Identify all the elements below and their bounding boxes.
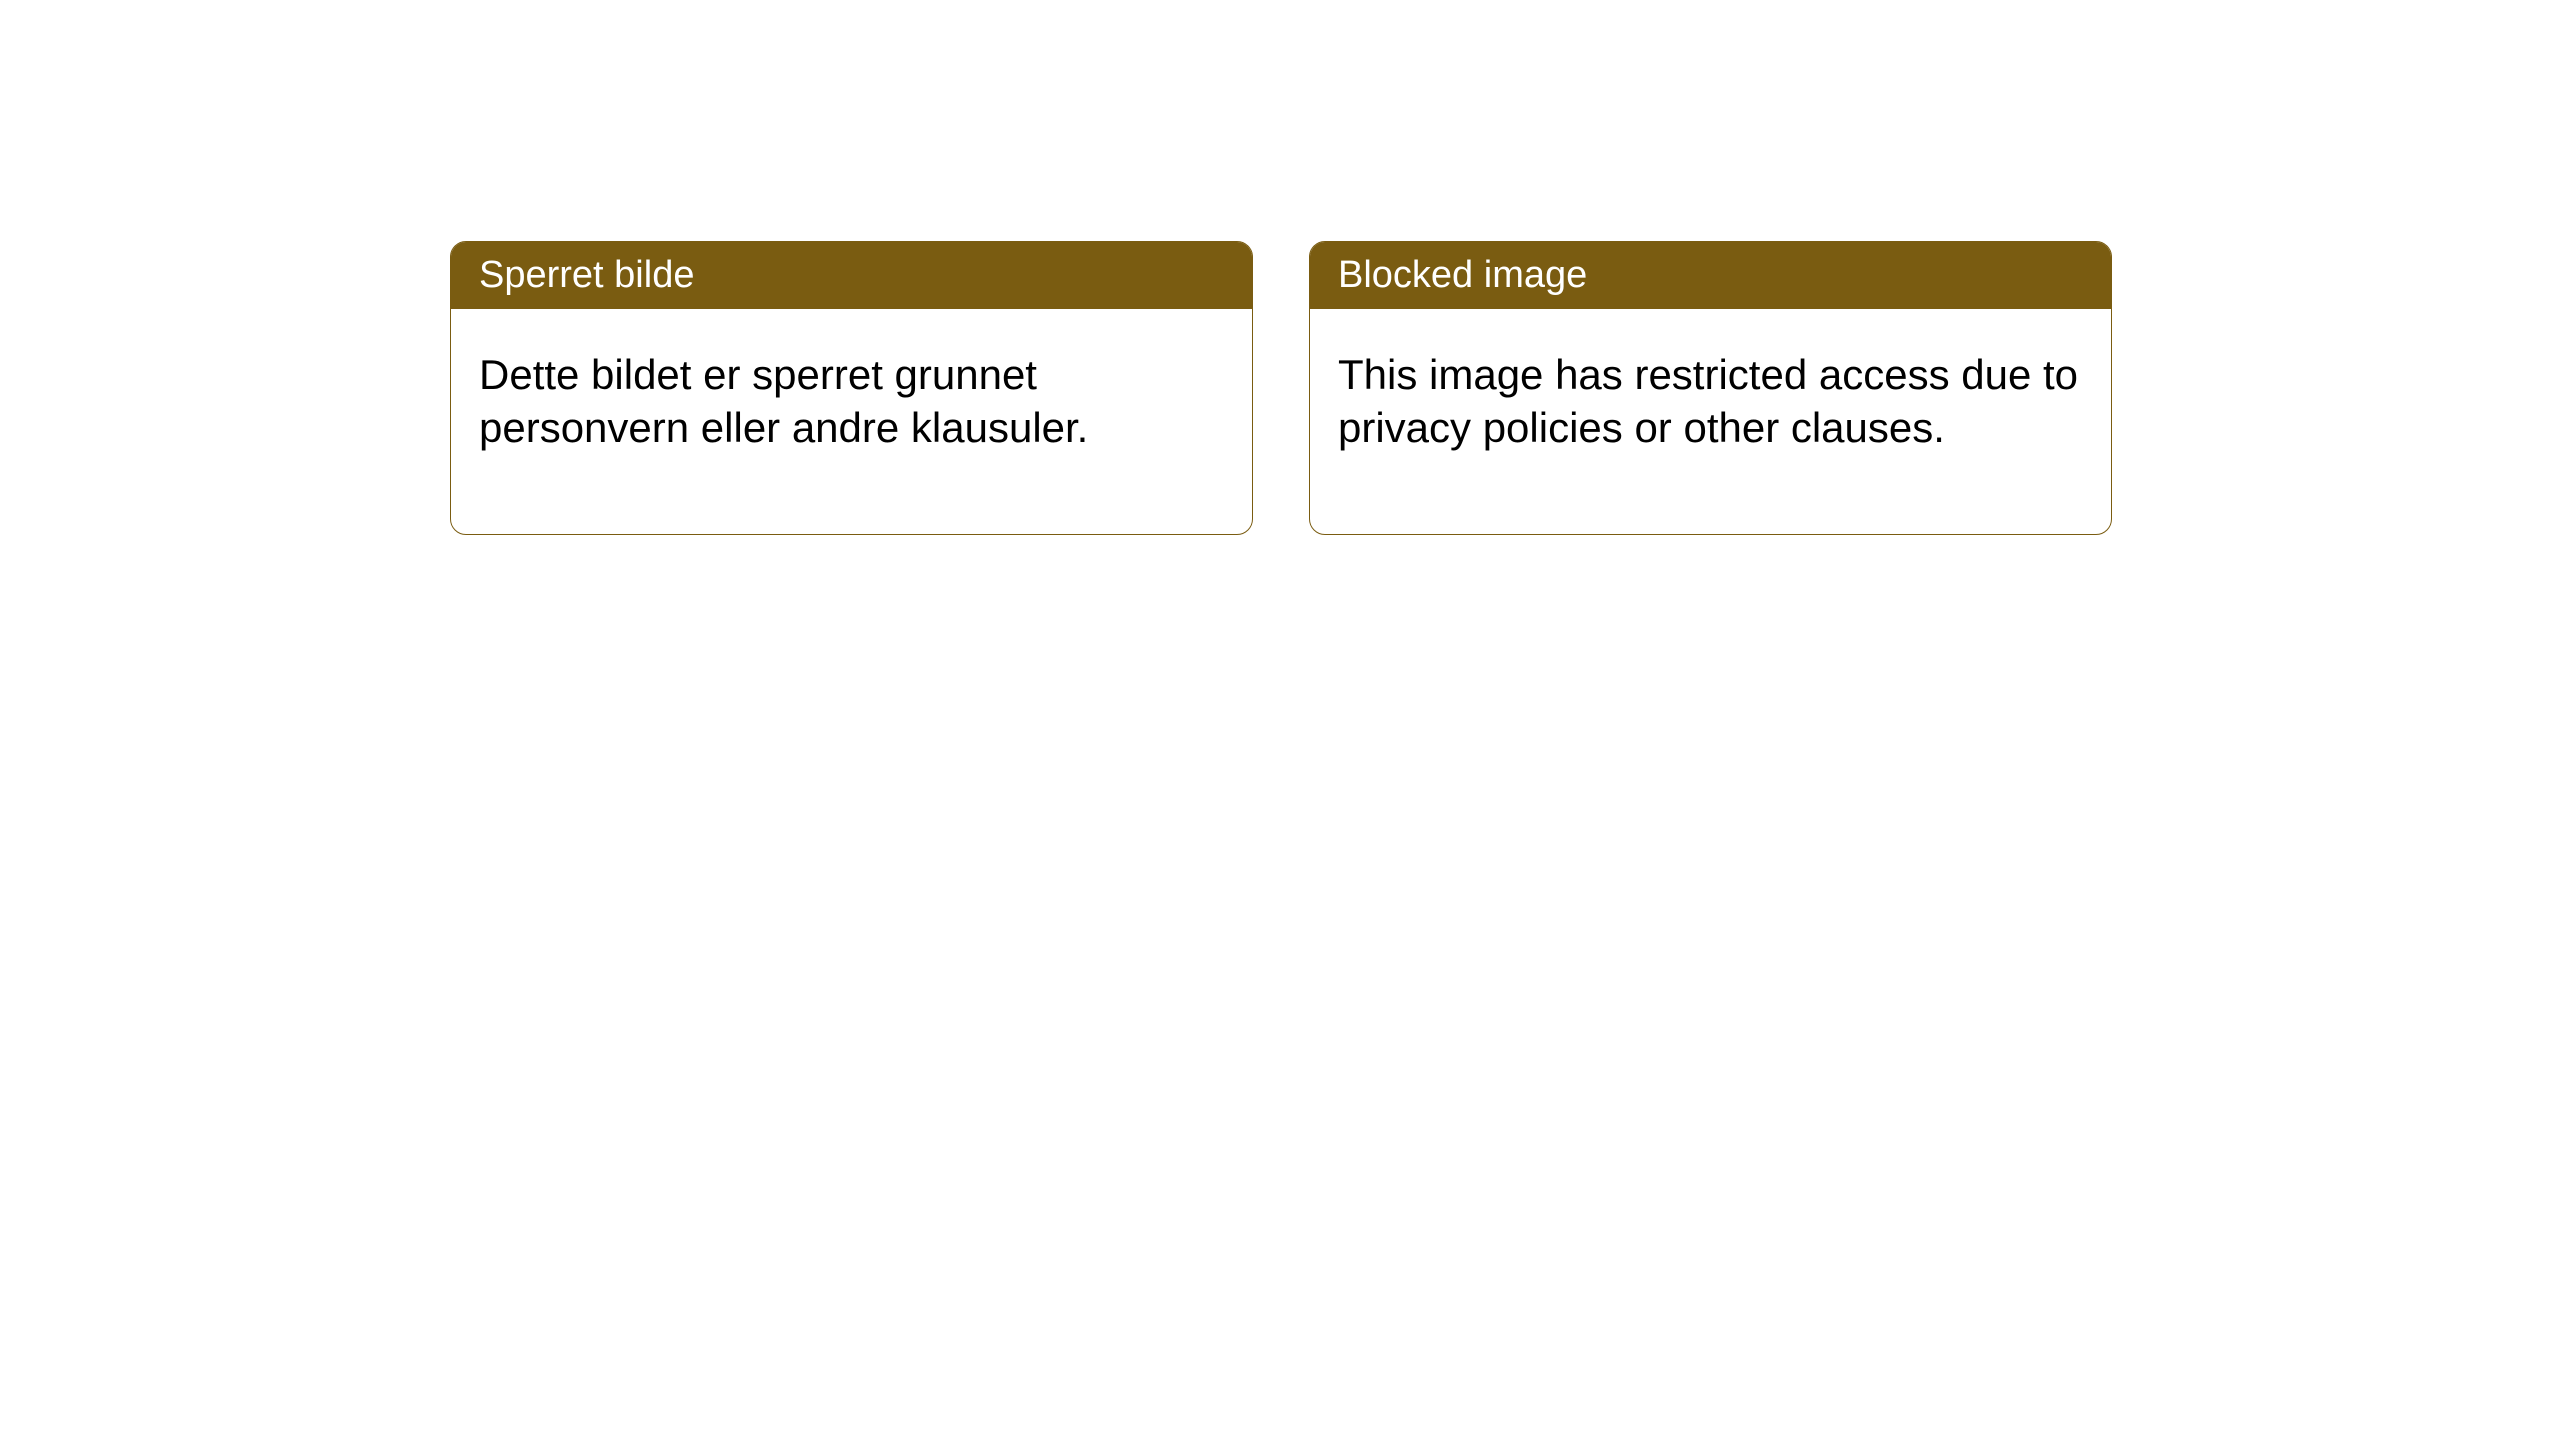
card-body-text: Dette bildet er sperret grunnet personve… — [479, 351, 1088, 451]
card-body: Dette bildet er sperret grunnet personve… — [451, 309, 1252, 534]
card-header: Sperret bilde — [451, 242, 1252, 309]
card-header: Blocked image — [1310, 242, 2111, 309]
card-title: Blocked image — [1338, 254, 1587, 296]
card-body: This image has restricted access due to … — [1310, 309, 2111, 534]
blocked-image-card-no: Sperret bilde Dette bildet er sperret gr… — [450, 241, 1253, 535]
card-title: Sperret bilde — [479, 254, 694, 296]
notice-container: Sperret bilde Dette bildet er sperret gr… — [450, 241, 2112, 535]
card-body-text: This image has restricted access due to … — [1338, 351, 2078, 451]
blocked-image-card-en: Blocked image This image has restricted … — [1309, 241, 2112, 535]
